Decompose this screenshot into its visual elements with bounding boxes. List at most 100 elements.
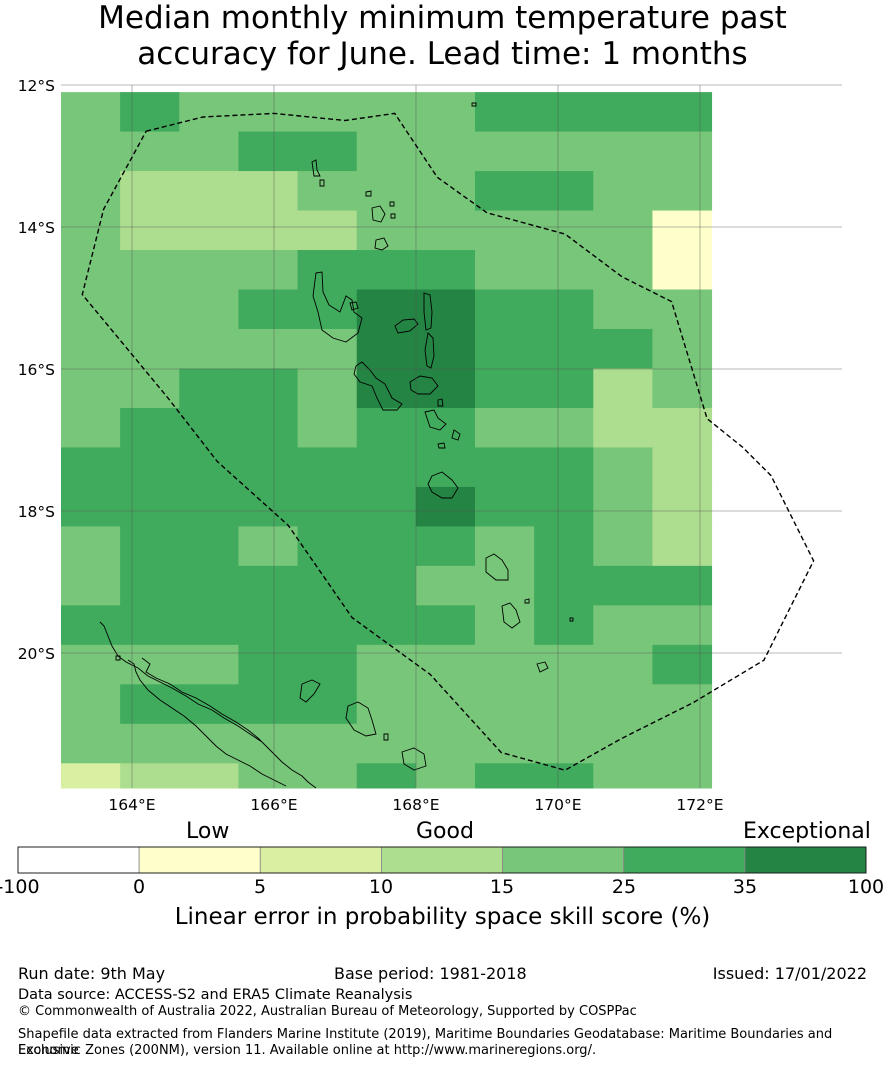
grid-cell xyxy=(356,250,417,291)
island-malekula xyxy=(353,361,403,411)
lon-label-170e: 170°E xyxy=(534,796,581,814)
grid-cell xyxy=(475,644,535,685)
grid-cell xyxy=(534,328,594,369)
grid-cell xyxy=(593,407,653,448)
grid-cell xyxy=(238,250,299,291)
grid-cell xyxy=(356,328,417,369)
grid-cell xyxy=(238,368,299,409)
grid-cell xyxy=(652,486,713,527)
grid-cell xyxy=(652,644,713,685)
grid-cell xyxy=(356,289,417,330)
grid-cell xyxy=(61,565,121,606)
island-torres-2 xyxy=(319,179,325,187)
island-torres xyxy=(311,159,321,177)
grid-cell xyxy=(475,131,535,172)
grid-cell xyxy=(534,644,594,685)
grid-cell xyxy=(593,565,653,606)
grid-cell xyxy=(120,368,180,409)
grid-cell xyxy=(120,605,180,646)
grid-cell xyxy=(61,131,121,172)
grid-cell xyxy=(61,289,121,330)
grid-cell xyxy=(61,328,121,369)
shapefile-credit-line-1: Shapefile data extracted from Flanders M… xyxy=(18,1027,833,1058)
colorbar-outline xyxy=(17,846,867,874)
grid-cell xyxy=(652,368,713,409)
island-tongoa xyxy=(451,429,461,441)
grid-cell xyxy=(593,171,653,212)
lon-label-168e: 168°E xyxy=(392,796,439,814)
grid-cell xyxy=(297,684,358,725)
grid-cell xyxy=(593,368,653,409)
island-aniwa xyxy=(524,598,530,604)
grid-cells xyxy=(61,92,713,789)
grid-cell xyxy=(238,407,299,448)
island-belep xyxy=(115,655,121,661)
grid-cell xyxy=(238,210,299,251)
grid-cell xyxy=(179,605,239,646)
island-epi xyxy=(424,409,447,431)
title-line-2: accuracy for June. Lead time: 1 months xyxy=(137,36,748,72)
grid-cell xyxy=(415,684,476,725)
colorbar-label-exceptional: Exceptional xyxy=(743,819,871,844)
grid-cell xyxy=(475,368,535,409)
lat-label-14s: 14°S xyxy=(18,219,55,237)
grid-cell xyxy=(534,210,594,251)
island-ambrym xyxy=(409,375,439,395)
island-maewo xyxy=(423,292,433,331)
grid-cell xyxy=(297,526,358,567)
grid-cell xyxy=(475,763,535,789)
grid-cell xyxy=(238,328,299,369)
island-emae xyxy=(437,442,446,449)
grid-cell xyxy=(534,447,594,488)
grid-cell xyxy=(415,92,476,133)
grid-cell xyxy=(415,447,476,488)
grid-cell xyxy=(120,723,180,764)
grid-cell xyxy=(534,605,594,646)
eez-boundary xyxy=(81,112,815,771)
grid-cell xyxy=(356,605,417,646)
grid-cell xyxy=(534,171,594,212)
grid-cell xyxy=(179,407,239,448)
colorbar-tick-5: 5 xyxy=(253,876,267,898)
grid-cell xyxy=(652,763,713,789)
grid-cell xyxy=(593,250,653,291)
lat-label-18s: 18°S xyxy=(18,503,55,521)
grid-cell xyxy=(356,407,417,448)
grid-cell xyxy=(297,289,358,330)
grid-cell xyxy=(297,723,358,764)
colorbar-segment xyxy=(502,846,625,874)
grid-cell xyxy=(415,328,476,369)
grid-cell xyxy=(475,289,535,330)
grid-cell xyxy=(61,526,121,567)
grid-cell xyxy=(238,644,299,685)
colorbar-tick-100: 100 xyxy=(847,876,885,898)
grid-cell xyxy=(297,407,358,448)
colorbar-segment xyxy=(17,846,140,874)
grid-cell xyxy=(652,289,713,330)
grid-cell xyxy=(238,486,299,527)
grid-cell xyxy=(120,328,180,369)
title-line-1: Median monthly minimum temperature past xyxy=(98,0,787,36)
grid-cell xyxy=(593,328,653,369)
grid-cell xyxy=(297,565,358,606)
grid-cell xyxy=(415,526,476,567)
data-source: Data source: ACCESS-S2 and ERA5 Climate … xyxy=(18,987,413,1003)
grid-cell xyxy=(534,250,594,291)
grid-cell xyxy=(120,250,180,291)
colorbar-tick-0: 0 xyxy=(132,876,146,898)
grid-cell xyxy=(297,763,358,789)
grid-cell xyxy=(297,250,358,291)
grid-cell xyxy=(61,763,121,789)
colorbar-segment xyxy=(381,846,503,874)
graticule xyxy=(61,84,842,788)
grid-cell xyxy=(652,605,713,646)
grid-cell xyxy=(475,447,535,488)
shapefile-credit-line-2: Economic Zones (200NM), version 11. Avai… xyxy=(18,1043,597,1058)
island-efate xyxy=(427,471,459,499)
island-ureparapara xyxy=(365,190,372,197)
grid-cell xyxy=(593,289,653,330)
grid-cell xyxy=(475,605,535,646)
grid-cell xyxy=(179,447,239,488)
grid-cell xyxy=(238,92,299,133)
